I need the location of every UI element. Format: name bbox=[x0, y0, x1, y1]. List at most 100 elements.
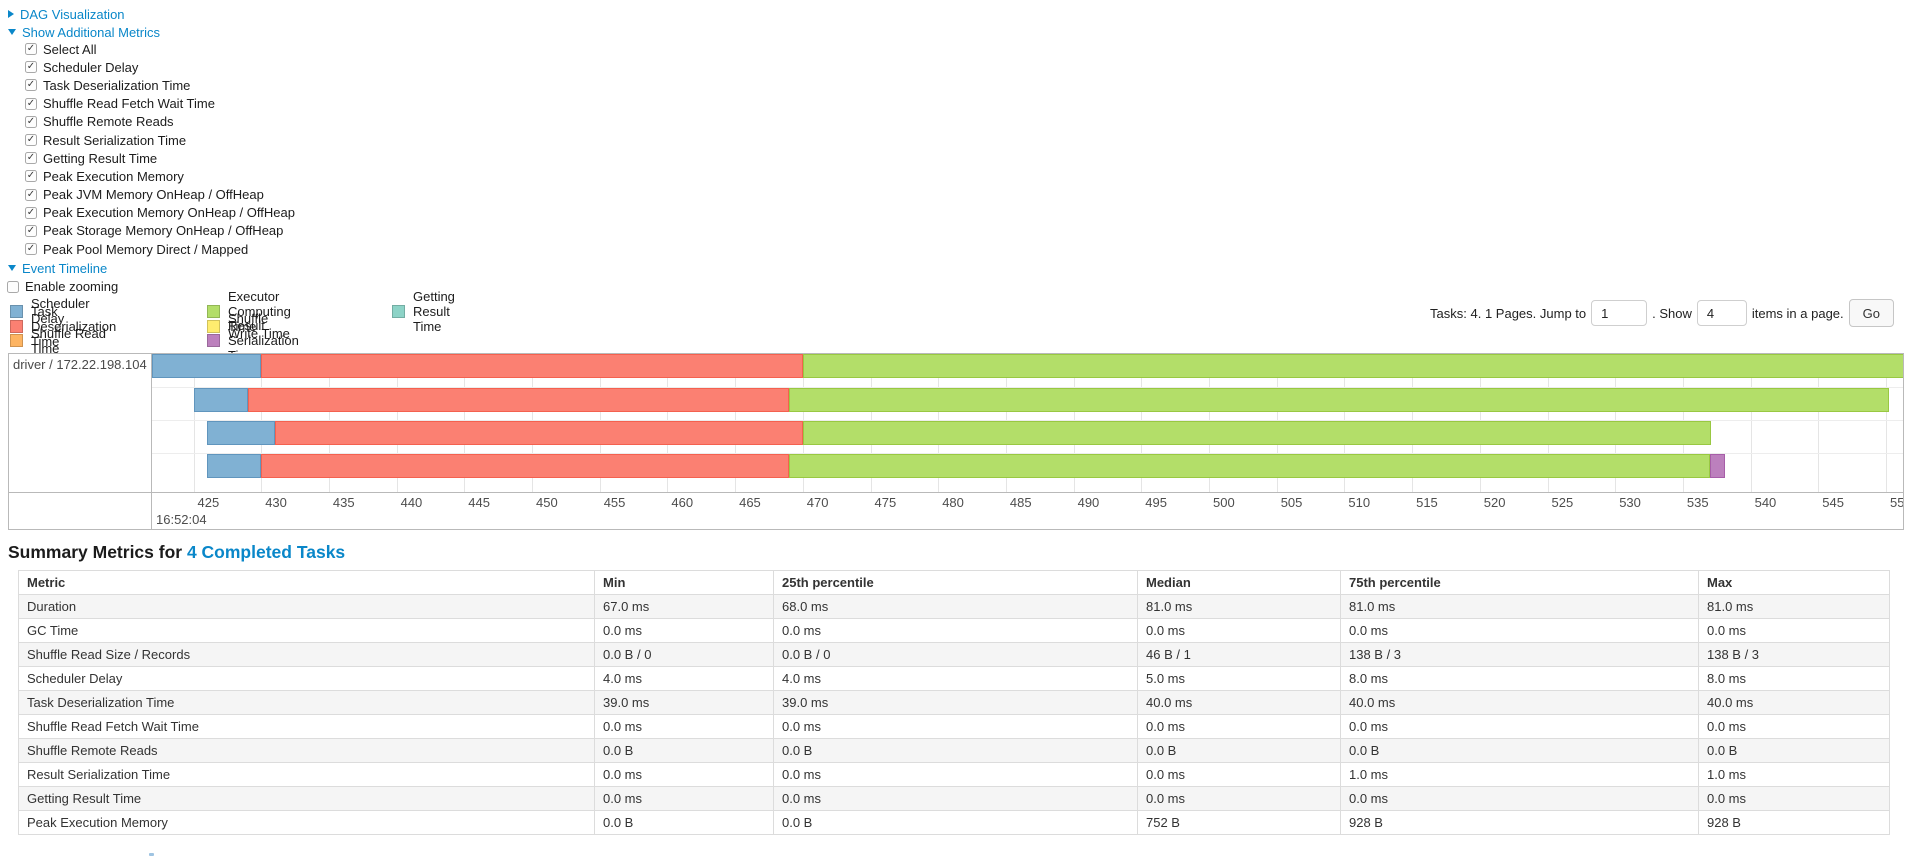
table-cell: 0.0 ms bbox=[1137, 762, 1341, 787]
table-cell: 0.0 B bbox=[1340, 738, 1699, 763]
legend-item: Scheduler Delay bbox=[10, 296, 116, 326]
event-timeline-toggle[interactable]: Event Timeline bbox=[8, 260, 107, 276]
table-cell: 5.0 ms bbox=[1137, 666, 1341, 691]
table-cell: GC Time bbox=[18, 618, 595, 643]
axis-tick-label: 445 bbox=[468, 495, 490, 510]
legend-swatch-icon bbox=[207, 334, 220, 348]
table-row: Peak Execution Memory 0.0 B 0.0 B 752 B 928 … bbox=[18, 810, 1890, 835]
timeline-task-segment[interactable] bbox=[802, 354, 1903, 378]
show-additional-metrics-toggle[interactable]: Show Additional Metrics bbox=[8, 24, 160, 40]
pagination-show-label: . Show bbox=[1652, 305, 1692, 321]
metric-checkbox[interactable]: ✓ bbox=[25, 243, 37, 256]
table-cell: Duration bbox=[18, 594, 595, 619]
table-cell: 40.0 ms bbox=[1698, 690, 1890, 715]
axis-tick-label: 495 bbox=[1145, 495, 1167, 510]
legend-item: Getting Result Time bbox=[392, 289, 455, 334]
timeline-task-segment[interactable] bbox=[1710, 454, 1725, 478]
timeline-task-segment[interactable] bbox=[789, 388, 1889, 412]
enable-zooming-checkbox[interactable] bbox=[7, 280, 19, 293]
table-header-row: Metric Min 25th percentile Median 75th perce… bbox=[18, 570, 1890, 595]
table-cell: 1.0 ms bbox=[1340, 762, 1699, 787]
legend-label: Shuffle Read Time bbox=[31, 325, 106, 356]
table-cell: Shuffle Read Size / Records bbox=[18, 642, 595, 667]
metric-checkbox[interactable]: ✓ bbox=[25, 79, 37, 92]
table-cell: 0.0 B bbox=[773, 738, 1138, 763]
metric-checkbox[interactable]: ✓ bbox=[25, 134, 37, 147]
timeline-task-segment[interactable] bbox=[802, 421, 1712, 445]
metric-checkbox-label: Task Deserialization Time bbox=[43, 77, 191, 93]
metric-checkbox[interactable]: ✓ bbox=[25, 61, 37, 74]
axis-tick-label: 425 bbox=[197, 495, 220, 510]
legend-swatch-icon bbox=[10, 304, 23, 318]
legend-swatch-icon bbox=[207, 319, 220, 333]
metric-checkbox-label: Peak Storage Memory OnHeap / OffHeap bbox=[43, 223, 284, 239]
metric-checkbox[interactable]: ✓ bbox=[25, 43, 37, 56]
metric-checkbox-row-2[interactable]: ✓ Task Deserialization Time bbox=[25, 76, 295, 94]
metric-checkbox-label: Peak Execution Memory bbox=[43, 168, 184, 184]
table-header-cell: Metric bbox=[18, 570, 595, 595]
metric-checkbox[interactable]: ✓ bbox=[25, 188, 37, 201]
event-timeline-label: Event Timeline bbox=[22, 260, 108, 276]
metric-checkbox[interactable]: ✓ bbox=[25, 115, 37, 128]
metric-checkbox-row-7[interactable]: ✓ Peak Execution Memory bbox=[25, 167, 295, 185]
timeline-task-segment[interactable] bbox=[247, 388, 790, 412]
metric-checkbox[interactable]: ✓ bbox=[25, 97, 37, 110]
table-row: Shuffle Remote Reads 0.0 B 0.0 B 0.0 B 0.0 B… bbox=[18, 738, 1890, 763]
legend-item: Task Deserialization Time bbox=[10, 304, 116, 349]
legend-swatch-icon bbox=[392, 304, 405, 318]
legend-label: Scheduler Delay bbox=[31, 296, 90, 327]
metric-checkbox-row-9[interactable]: ✓ Peak Execution Memory OnHeap / OffHeap bbox=[25, 204, 295, 222]
axis-tick-label: 470 bbox=[806, 495, 829, 510]
metric-checkbox-row-8[interactable]: ✓ Peak JVM Memory OnHeap / OffHeap bbox=[25, 186, 295, 204]
metric-checkbox-row-11[interactable]: ✓ Peak Pool Memory Direct / Mapped bbox=[25, 240, 295, 258]
chevron-down-icon bbox=[8, 265, 16, 271]
gridline bbox=[1886, 354, 1887, 492]
timeline-task-segment[interactable] bbox=[261, 454, 790, 478]
table-cell: 1.0 ms bbox=[1698, 762, 1890, 787]
table-cell: 46 B / 1 bbox=[1137, 642, 1341, 667]
timeline-task-segment[interactable] bbox=[207, 421, 275, 445]
table-cell: 0.0 ms bbox=[773, 618, 1138, 643]
enable-zooming-row[interactable]: Enable zooming bbox=[7, 279, 118, 294]
table-cell: Getting Result Time bbox=[18, 786, 595, 811]
row-separator bbox=[152, 453, 1903, 454]
timeline-task-segment[interactable] bbox=[193, 388, 248, 412]
table-cell: 0.0 ms bbox=[773, 762, 1138, 787]
metric-checkbox-row-3[interactable]: ✓ Shuffle Read Fetch Wait Time bbox=[25, 95, 295, 113]
table-cell: 39.0 ms bbox=[594, 690, 774, 715]
table-cell: Task Deserialization Time bbox=[18, 690, 595, 715]
table-header-cell: 75th percentile bbox=[1340, 570, 1699, 595]
table-cell: Result Serialization Time bbox=[18, 762, 595, 787]
completed-tasks-link[interactable]: 4 Completed Tasks bbox=[186, 542, 346, 562]
go-button[interactable]: Go bbox=[1848, 299, 1894, 327]
metric-checkbox-row-6[interactable]: ✓ Getting Result Time bbox=[25, 149, 295, 167]
table-cell: 0.0 B bbox=[1698, 738, 1890, 763]
metric-checkbox[interactable]: ✓ bbox=[25, 206, 37, 219]
timeline-task-segment[interactable] bbox=[789, 454, 1710, 478]
timeline-task-segment[interactable] bbox=[274, 421, 803, 445]
show-additional-metrics-label: Show Additional Metrics bbox=[22, 24, 161, 40]
metric-checkbox-row-4[interactable]: ✓ Shuffle Remote Reads bbox=[25, 113, 295, 131]
metric-checkbox[interactable]: ✓ bbox=[25, 152, 37, 165]
timeline-task-segment[interactable] bbox=[207, 454, 262, 478]
timeline-task-segment[interactable] bbox=[151, 354, 262, 378]
table-cell: 0.0 ms bbox=[1340, 618, 1699, 643]
jump-to-page-input[interactable] bbox=[1591, 300, 1648, 326]
table-cell: 0.0 ms bbox=[1137, 618, 1341, 643]
axis-tick-label: 475 bbox=[874, 495, 897, 510]
metric-checkbox[interactable]: ✓ bbox=[25, 224, 37, 237]
dag-visualization-toggle[interactable]: DAG Visualization bbox=[8, 6, 125, 22]
metric-checkbox[interactable]: ✓ bbox=[25, 170, 37, 183]
legend-column: Scheduler Delay Task Deserialization Time… bbox=[10, 296, 116, 356]
table-cell: 928 B bbox=[1340, 810, 1699, 835]
table-cell: 81.0 ms bbox=[1698, 594, 1890, 619]
metric-checkbox-row-10[interactable]: ✓ Peak Storage Memory OnHeap / OffHeap bbox=[25, 222, 295, 240]
x-axis-line bbox=[9, 492, 1903, 493]
table-cell: 0.0 ms bbox=[594, 786, 774, 811]
metric-checkbox-row-0[interactable]: ✓ Select All bbox=[25, 40, 295, 58]
metric-checkbox-row-1[interactable]: ✓ Scheduler Delay bbox=[25, 58, 295, 76]
page-size-input[interactable] bbox=[1696, 300, 1747, 326]
timeline-task-segment[interactable] bbox=[261, 354, 803, 378]
table-cell: 0.0 B bbox=[594, 810, 774, 835]
metric-checkbox-row-5[interactable]: ✓ Result Serialization Time bbox=[25, 131, 295, 149]
